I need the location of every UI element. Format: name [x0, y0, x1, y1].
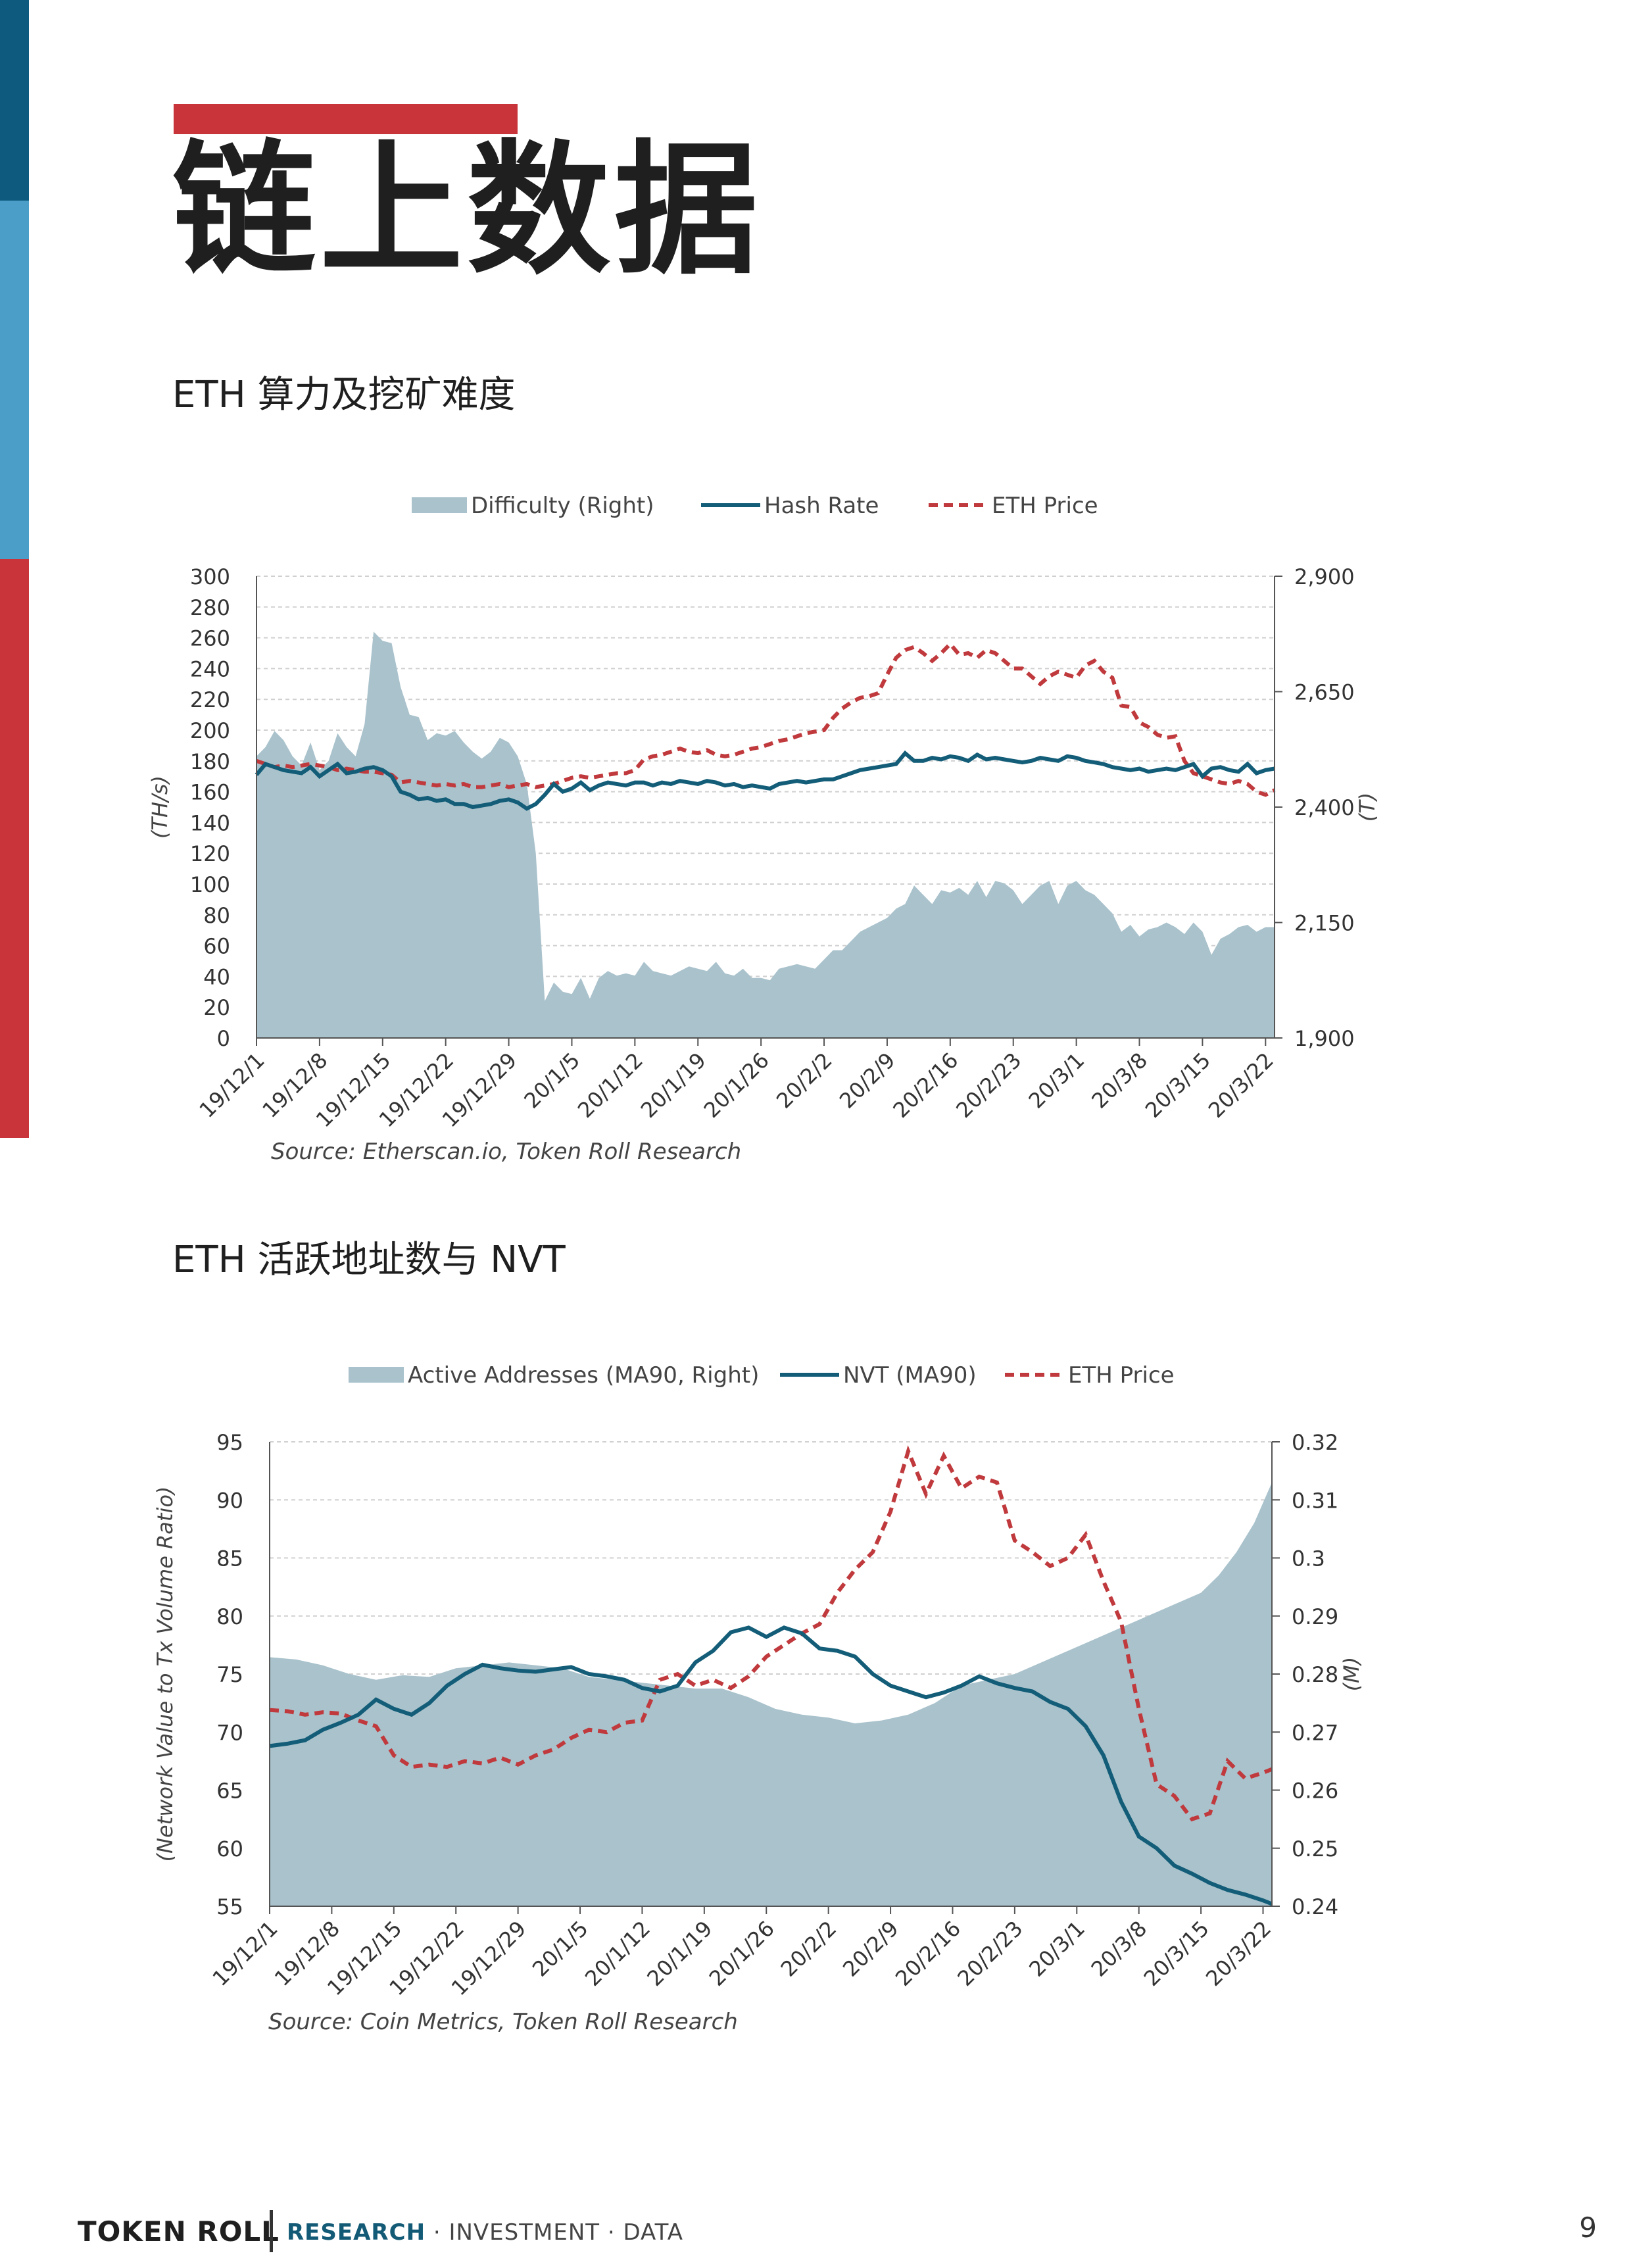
y-tick-label: 60: [216, 1837, 243, 1861]
section-title-hashrate: ETH 算力及挖矿难度: [172, 374, 516, 416]
y-tick-label: 300: [190, 564, 230, 589]
footer-tag-research: RESEARCH: [287, 2219, 426, 2246]
title-accent-bar: [174, 104, 518, 134]
y-tick-label: 180: [190, 749, 230, 774]
y-tick-label: 200: [190, 718, 230, 743]
y-axis-title: (Network Value to Tx Volume Ratio): [153, 1487, 178, 1862]
page-title: 链上数据: [172, 128, 762, 294]
legend-swatch-area: [412, 497, 467, 513]
chart-source: Source: Etherscan.io, Token Roll Researc…: [271, 1139, 741, 1165]
legend-label-area: Difficulty (Right): [471, 493, 654, 519]
x-tick-label: 20/1/26: [704, 1916, 779, 1991]
y2-tick-label: 2,900: [1294, 564, 1355, 589]
x-tick-label: 20/2/16: [890, 1916, 965, 1991]
y-axis-title: (TH/s): [147, 776, 172, 839]
series-eth-price: [256, 641, 1276, 797]
chart-active-addresses-nvt: Active Addresses (MA90, Right) NVT (MA90)…: [153, 1362, 1364, 2035]
x-tick-label: 20/2/23: [951, 1048, 1026, 1123]
x-tick-label: 20/3/22: [1204, 1048, 1278, 1123]
y2-tick-label: 0.28: [1292, 1662, 1338, 1687]
y-tick-label: 80: [216, 1604, 243, 1629]
y-tick-label: 220: [190, 687, 230, 712]
y-tick-label: 100: [190, 872, 230, 897]
footer-tag-rest: · INVESTMENT · DATA: [426, 2219, 684, 2246]
footer-divider: [270, 2210, 273, 2252]
y2-tick-label: 0.3: [1292, 1546, 1325, 1571]
y-tick-label: 75: [216, 1662, 243, 1687]
y2-tick-label: 0.25: [1292, 1837, 1338, 1861]
side-bar-light-blue: [0, 201, 29, 559]
x-tick-label: 20/2/2: [776, 1916, 842, 1982]
x-tick-label: 19/12/1: [208, 1916, 283, 1991]
x-tick-label: 20/3/1: [1024, 1048, 1090, 1114]
side-bar-red: [0, 559, 29, 1138]
y-tick-label: 0: [217, 1026, 230, 1051]
y2-tick-label: 0.31: [1292, 1488, 1338, 1513]
y-tick-label: 60: [203, 934, 230, 959]
y-tick-label: 70: [216, 1720, 243, 1745]
y2-axis-title: (T): [1355, 793, 1380, 822]
footer-tagline: RESEARCH · INVESTMENT · DATA: [287, 2219, 683, 2246]
chart-source: Source: Coin Metrics, Token Roll Researc…: [268, 2009, 738, 2035]
y-tick-label: 95: [216, 1430, 243, 1455]
y2-tick-label: 0.27: [1292, 1720, 1338, 1745]
series-line: [269, 1625, 1273, 1906]
x-tick-label: 19/12/1: [195, 1048, 270, 1123]
page-number: 9: [1579, 2211, 1597, 2244]
y2-tick-label: 2,400: [1294, 795, 1355, 820]
x-tick-label: 20/3/1: [1024, 1916, 1090, 1982]
x-tick-label: 20/3/22: [1201, 1916, 1276, 1991]
y-tick-label: 120: [190, 841, 230, 866]
y-tick-label: 280: [190, 595, 230, 620]
y-tick-label: 240: [190, 656, 230, 681]
y2-tick-label: 0.32: [1292, 1430, 1338, 1455]
series-line: [255, 750, 1275, 811]
legend-label-line: Hash Rate: [764, 493, 879, 519]
y-tick-label: 80: [203, 903, 230, 928]
y2-tick-label: 2,650: [1294, 680, 1355, 705]
footer-brand: TOKEN ROLL: [78, 2215, 280, 2248]
x-tick-label: 20/3/15: [1139, 1916, 1214, 1991]
y2-axis-title: (M): [1339, 1657, 1364, 1692]
y2-tick-label: 0.29: [1292, 1604, 1338, 1629]
series-area: [270, 1482, 1272, 1906]
footer: TOKEN ROLL RESEARCH · INVESTMENT · DATA: [78, 2210, 1590, 2256]
legend-label-line: NVT (MA90): [843, 1362, 977, 1389]
y-tick-label: 90: [216, 1488, 243, 1513]
y2-tick-label: 0.26: [1292, 1779, 1338, 1804]
x-tick-label: 20/2/2: [771, 1048, 837, 1114]
series-area: [256, 631, 1275, 1038]
x-tick-label: 20/1/19: [642, 1916, 717, 1991]
y-tick-label: 40: [203, 964, 230, 989]
chart-hashrate-difficulty: Difficulty (Right) Hash Rate ETH Price 0 20 4…: [147, 493, 1380, 1165]
x-tick-label: 20/1/26: [699, 1048, 774, 1123]
y-tick-label: 160: [190, 780, 230, 805]
legend-swatch-area: [349, 1367, 404, 1383]
y-tick-label: 65: [216, 1779, 243, 1804]
y2-tick-label: 0.24: [1292, 1894, 1338, 1919]
section-title-nvt: ETH 活跃地址数与 NVT: [172, 1239, 566, 1281]
legend-label-price: ETH Price: [992, 493, 1098, 519]
y-tick-label: 20: [203, 995, 230, 1020]
y-tick-label: 260: [190, 626, 230, 651]
y-tick-label: 140: [190, 810, 230, 835]
side-bar-dark-blue: [0, 0, 29, 201]
legend-label-price: ETH Price: [1068, 1362, 1175, 1389]
series-eth-price: [269, 1445, 1273, 1822]
y-tick-label: 85: [216, 1546, 243, 1571]
x-tick-label: 20/1/12: [573, 1048, 648, 1123]
x-tick-label: 20/2/23: [952, 1916, 1027, 1991]
y2-tick-label: 2,150: [1294, 911, 1355, 936]
legend-label-area: Active Addresses (MA90, Right): [408, 1362, 759, 1389]
x-tick-label: 20/1/19: [636, 1048, 711, 1123]
y2-tick-label: 1,900: [1294, 1026, 1355, 1051]
x-tick-label: 20/2/16: [888, 1048, 963, 1123]
x-tick-label: 20/3/15: [1140, 1048, 1215, 1123]
y-tick-label: 55: [216, 1894, 243, 1919]
x-tick-label: 20/1/12: [580, 1916, 655, 1991]
